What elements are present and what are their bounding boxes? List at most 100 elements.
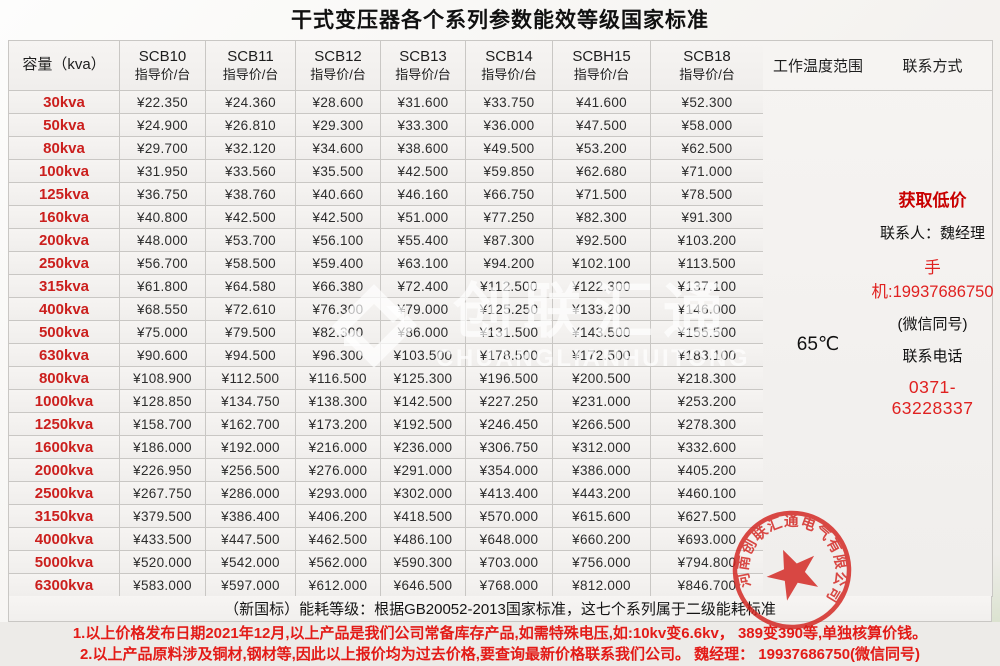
- price-cell: ¥51.000: [381, 206, 466, 229]
- price-cell: ¥108.900: [120, 367, 206, 390]
- price-cell: ¥33.750: [466, 91, 553, 114]
- standard-note: （新国标）能耗等级：根据GB20052-2013国家标准，这七个系列属于二级能耗…: [8, 596, 992, 622]
- price-cell: ¥756.000: [553, 551, 651, 574]
- price-cell: ¥79.000: [381, 298, 466, 321]
- price-cell: ¥91.300: [651, 206, 764, 229]
- capacity-cell: 30kva: [9, 91, 120, 114]
- price-cell: ¥173.200: [296, 413, 381, 436]
- series-column-header: SCB14 指导价/台: [466, 41, 553, 91]
- price-cell: ¥562.000: [296, 551, 381, 574]
- capacity-cell: 1000kva: [9, 390, 120, 413]
- price-cell: ¥48.000: [120, 229, 206, 252]
- capacity-cell: 800kva: [9, 367, 120, 390]
- price-cell: ¥278.300: [651, 413, 764, 436]
- price-cell: ¥413.400: [466, 482, 553, 505]
- price-cell: ¥332.600: [651, 436, 764, 459]
- price-cell: ¥56.700: [120, 252, 206, 275]
- price-cell: ¥75.000: [120, 321, 206, 344]
- capacity-cell: 315kva: [9, 275, 120, 298]
- price-cell: ¥443.200: [553, 482, 651, 505]
- price-cell: ¥693.000: [651, 528, 764, 551]
- disclaimer-line-2: 2.以上产品原料涉及铜材,钢材等,因此以上报价均为过去价格,要查询最新价格联系我…: [79, 645, 921, 663]
- capacity-cell: 2500kva: [9, 482, 120, 505]
- price-cell: ¥418.500: [381, 505, 466, 528]
- price-cell: ¥183.100: [651, 344, 764, 367]
- capacity-cell: 200kva: [9, 229, 120, 252]
- price-cell: ¥112.500: [466, 275, 553, 298]
- contact-person: 联系人：魏经理: [879, 224, 985, 242]
- price-cell: ¥72.610: [206, 298, 296, 321]
- price-cell: ¥40.660: [296, 183, 381, 206]
- price-cell: ¥231.000: [553, 390, 651, 413]
- price-cell: ¥186.000: [120, 436, 206, 459]
- price-cell: ¥583.000: [120, 574, 206, 597]
- price-cell: ¥648.000: [466, 528, 553, 551]
- price-cell: ¥42.500: [206, 206, 296, 229]
- price-cell: ¥128.850: [120, 390, 206, 413]
- price-cell: ¥55.400: [381, 229, 466, 252]
- price-cell: ¥33.560: [206, 160, 296, 183]
- price-cell: ¥42.500: [381, 160, 466, 183]
- price-cell: ¥486.100: [381, 528, 466, 551]
- price-cell: ¥49.500: [466, 137, 553, 160]
- price-cell: ¥302.000: [381, 482, 466, 505]
- phone-label: 联系电话: [902, 347, 963, 365]
- price-cell: ¥846.700: [651, 574, 764, 597]
- price-cell: ¥447.500: [206, 528, 296, 551]
- price-cell: ¥66.380: [296, 275, 381, 298]
- price-cell: ¥405.200: [651, 459, 764, 482]
- price-cell: ¥90.600: [120, 344, 206, 367]
- price-cell: ¥38.600: [381, 137, 466, 160]
- price-cell: ¥76.300: [296, 298, 381, 321]
- price-cell: ¥253.200: [651, 390, 764, 413]
- price-cell: ¥286.000: [206, 482, 296, 505]
- price-cell: ¥71.500: [553, 183, 651, 206]
- temp-column-header: 工作温度范围: [763, 41, 873, 91]
- price-cell: ¥36.750: [120, 183, 206, 206]
- price-cell: ¥125.300: [381, 367, 466, 390]
- price-cell: ¥59.850: [466, 160, 553, 183]
- price-cell: ¥768.000: [466, 574, 553, 597]
- capacity-cell: 50kva: [9, 114, 120, 137]
- price-cell: ¥256.500: [206, 459, 296, 482]
- contact-column-header: 联系方式: [873, 41, 992, 91]
- capacity-cell: 630kva: [9, 344, 120, 367]
- price-cell: ¥35.500: [296, 160, 381, 183]
- price-cell: ¥267.750: [120, 482, 206, 505]
- capacity-cell: 3150kva: [9, 505, 120, 528]
- capacity-cell: 250kva: [9, 252, 120, 275]
- capacity-cell: 2000kva: [9, 459, 120, 482]
- price-cell: ¥24.900: [120, 114, 206, 137]
- price-cell: ¥40.800: [120, 206, 206, 229]
- price-cell: ¥143.500: [553, 321, 651, 344]
- price-cell: ¥47.500: [553, 114, 651, 137]
- price-cell: ¥276.000: [296, 459, 381, 482]
- price-cell: ¥155.500: [651, 321, 764, 344]
- price-cell: ¥63.100: [381, 252, 466, 275]
- price-cell: ¥42.500: [296, 206, 381, 229]
- price-cell: ¥125.250: [466, 298, 553, 321]
- contact-stack: 获取低价 联系人：魏经理 手机:19937686750 (微信同号) 联系电话 …: [871, 186, 993, 419]
- series-column-header: SCB18 指导价/台: [651, 41, 764, 91]
- price-cell: ¥794.800: [651, 551, 764, 574]
- series-column-header: SCBH15 指导价/台: [553, 41, 651, 91]
- price-cell: ¥77.250: [466, 206, 553, 229]
- price-cell: ¥386.400: [206, 505, 296, 528]
- price-cell: ¥196.500: [466, 367, 553, 390]
- temp-column: 工作温度范围 65℃: [763, 40, 874, 597]
- price-cell: ¥26.810: [206, 114, 296, 137]
- disclaimer-line-1: 1.以上价格发布日期2021年12月,以上产品是我们公司常备库存产品,如需特殊电…: [72, 624, 928, 642]
- price-cell: ¥138.300: [296, 390, 381, 413]
- contact-column-body: 获取低价 联系人：魏经理 手机:19937686750 (微信同号) 联系电话 …: [871, 91, 993, 597]
- capacity-cell: 500kva: [9, 321, 120, 344]
- price-cell: ¥71.000: [651, 160, 764, 183]
- price-cell: ¥29.700: [120, 137, 206, 160]
- price-cell: ¥29.300: [296, 114, 381, 137]
- price-cell: ¥133.200: [553, 298, 651, 321]
- price-cell: ¥306.750: [466, 436, 553, 459]
- price-cell: ¥32.120: [206, 137, 296, 160]
- capacity-cell: 160kva: [9, 206, 120, 229]
- price-cell: ¥812.000: [553, 574, 651, 597]
- price-cell: ¥53.700: [206, 229, 296, 252]
- price-cell: ¥627.500: [651, 505, 764, 528]
